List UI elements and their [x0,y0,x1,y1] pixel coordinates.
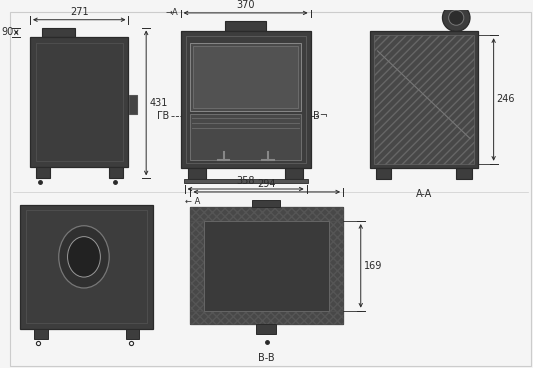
Bar [256,324,276,334]
Bar [456,167,472,179]
Text: 431: 431 [149,98,167,108]
Bar [285,167,303,179]
Bar [125,329,139,339]
Bar [181,31,311,167]
Text: 271: 271 [70,7,88,17]
Ellipse shape [68,237,100,277]
Bar [30,37,128,167]
Bar [130,95,138,114]
Bar [190,311,343,324]
Text: 246: 246 [497,95,515,105]
Circle shape [442,4,470,31]
Bar [109,167,123,178]
Bar [190,208,343,221]
Bar [185,36,305,163]
Bar [36,43,123,161]
Bar [204,221,329,311]
Bar [253,200,280,208]
Bar [190,221,204,311]
Bar [374,35,474,164]
Text: 169: 169 [364,261,382,271]
Text: B¬: B¬ [312,111,327,121]
Bar [20,205,153,329]
Ellipse shape [59,226,109,288]
Bar [193,46,298,108]
Circle shape [449,10,464,25]
Bar [190,208,343,324]
Bar [225,21,266,31]
Bar [376,167,391,179]
Bar [36,167,50,178]
Text: 358: 358 [236,176,255,186]
Text: A-A: A-A [416,189,432,199]
Bar [42,28,75,37]
Text: ΓB: ΓB [157,111,169,121]
Text: →A: →A [166,8,179,17]
Text: ← A: ← A [184,197,200,206]
Bar [190,43,301,111]
Text: 294: 294 [257,179,276,189]
Bar [189,167,206,179]
Text: B-B: B-B [259,353,275,364]
Bar [183,179,308,183]
Bar [369,31,478,167]
Bar [190,114,301,160]
Bar [329,221,343,311]
Bar [26,210,147,323]
Text: 90: 90 [1,27,13,38]
Bar [34,329,48,339]
Text: 370: 370 [236,0,255,10]
